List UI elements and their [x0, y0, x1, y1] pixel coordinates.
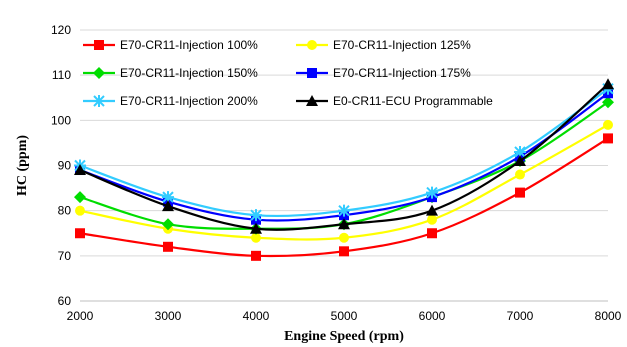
data-point-marker: [74, 191, 86, 204]
x-axis-title: Engine Speed (rpm): [284, 329, 404, 344]
data-point-marker: [338, 204, 350, 217]
data-point-marker: [75, 205, 85, 216]
data-point-marker: [515, 187, 525, 198]
legend-marker: [306, 95, 318, 106]
data-point-marker: [339, 246, 349, 257]
axes: 60 70 80 90 100 110 120 2000 3000 4000 5000 6000 700…: [51, 23, 622, 323]
x-tick-label: 4000: [243, 309, 270, 323]
data-point-marker: [75, 228, 85, 239]
data-point-marker: [603, 133, 613, 144]
data-point-marker: [602, 96, 614, 109]
data-point-marker: [427, 214, 437, 225]
data-point-marker: [162, 218, 174, 231]
data-point-marker: [339, 232, 349, 243]
series-6: [74, 78, 614, 234]
data-point-marker: [514, 145, 526, 158]
y-tick-label: 80: [58, 204, 72, 218]
legend-label: E70-CR11-Injection 100%: [120, 38, 258, 52]
legend-label: E70-CR11-Injection 150%: [120, 66, 258, 80]
data-point-marker: [602, 78, 614, 90]
y-tick-label: 70: [58, 249, 72, 263]
data-point-marker: [74, 164, 86, 176]
legend-label: E70-CR11-Injection 200%: [120, 94, 258, 108]
y-tick-label: 110: [52, 68, 71, 82]
y-axis-title: HC (ppm): [15, 135, 30, 196]
y-tick-label: 60: [58, 294, 72, 308]
x-tick-label: 7000: [507, 309, 534, 323]
y-tick-label: 120: [51, 23, 71, 37]
legend-marker: [93, 67, 105, 79]
data-point-marker: [426, 204, 438, 216]
data-point-marker: [426, 186, 438, 199]
data-point-marker: [515, 169, 525, 180]
legend-label: E70-CR11-Injection 125%: [333, 38, 471, 52]
legend-marker: [94, 40, 104, 50]
legend-marker: [307, 40, 317, 50]
y-tick-label: 100: [51, 113, 71, 127]
data-point-marker: [251, 232, 261, 243]
legend-label: E0-CR11-ECU Programmable: [333, 94, 493, 108]
legend-label: E70-CR11-Injection 175%: [333, 66, 471, 80]
data-point-marker: [338, 218, 350, 230]
legend-entry: E70-CR11-Injection 125%: [296, 38, 471, 52]
series-1: [75, 133, 613, 261]
legend-entry: E0-CR11-ECU Programmable: [296, 94, 493, 108]
data-point-marker: [514, 154, 526, 166]
legend-entry: E70-CR11-Injection 150%: [83, 66, 258, 80]
data-point-marker: [250, 209, 262, 222]
data-point-marker: [427, 228, 437, 239]
series-lines: [74, 78, 614, 261]
legend-entry: E70-CR11-Injection 200%: [83, 94, 258, 108]
legend: E70-CR11-Injection 100% E70-CR11-Injectio…: [83, 38, 493, 108]
legend-marker: [307, 68, 317, 78]
x-tick-label: 8000: [595, 309, 622, 323]
data-point-marker: [163, 241, 173, 252]
legend-entry: E70-CR11-Injection 175%: [296, 66, 471, 80]
legend-entry: E70-CR11-Injection 100%: [83, 38, 258, 52]
data-point-marker: [603, 119, 613, 130]
data-point-marker: [162, 200, 174, 212]
x-tick-label: 6000: [419, 309, 446, 323]
data-point-marker: [162, 191, 174, 204]
x-tick-label: 2000: [67, 309, 94, 323]
y-tick-label: 90: [58, 159, 72, 173]
x-tick-label: 5000: [331, 309, 358, 323]
data-point-marker: [251, 250, 261, 261]
data-point-marker: [250, 222, 262, 234]
x-tick-label: 3000: [155, 309, 182, 323]
legend-marker: [93, 95, 105, 107]
